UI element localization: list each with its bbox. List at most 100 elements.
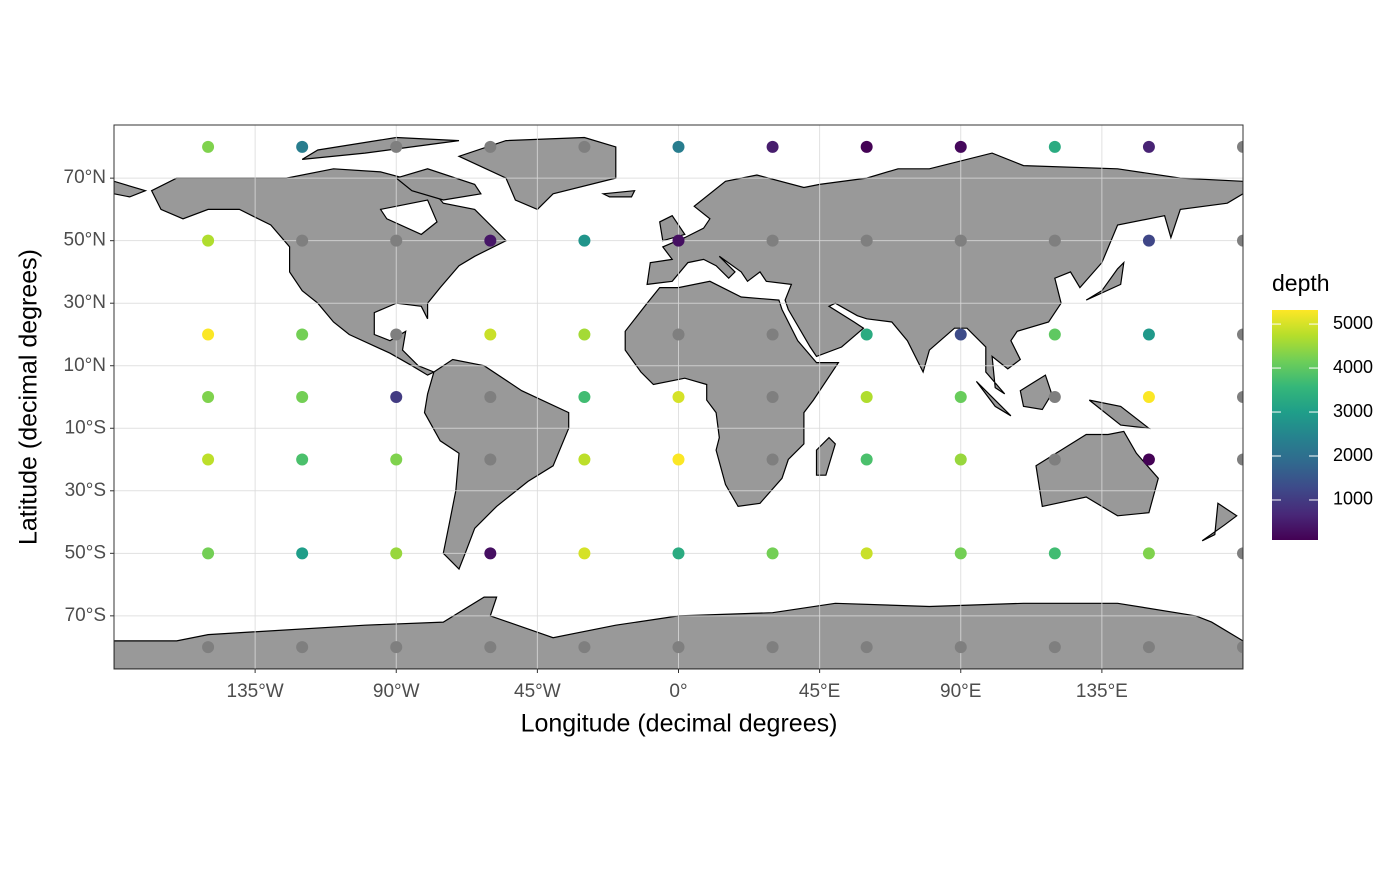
- data-point: [1142, 234, 1155, 247]
- colorbar-label: 2000: [1333, 445, 1373, 465]
- data-point: [202, 641, 215, 654]
- data-point: [390, 391, 403, 403]
- data-point: [954, 453, 967, 466]
- land: [975, 380, 1012, 417]
- map-panel: [114, 125, 1243, 669]
- land: [815, 436, 836, 476]
- data-point: [1142, 547, 1155, 560]
- x-tick-label: 90°E: [940, 681, 981, 702]
- data-point: [766, 234, 779, 247]
- data-point: [1142, 453, 1155, 466]
- land: [1019, 374, 1053, 411]
- data-point: [578, 641, 591, 654]
- land: [1035, 430, 1159, 517]
- data-point: [1048, 391, 1061, 403]
- x-tick-label: 0°: [669, 681, 687, 702]
- data-point: [1237, 140, 1243, 153]
- legend-title: depth: [1272, 270, 1330, 296]
- data-point: [766, 140, 779, 153]
- data-point: [954, 140, 967, 153]
- data-point: [578, 391, 591, 403]
- data-point: [766, 328, 779, 341]
- data-point: [578, 140, 591, 153]
- data-point: [1048, 140, 1061, 153]
- land: [601, 189, 636, 198]
- data-point: [766, 547, 779, 560]
- data-point: [390, 328, 403, 341]
- y-tick-label: 70°N: [64, 167, 106, 188]
- colorbar-label: 4000: [1333, 357, 1373, 377]
- x-tick-label: 135°W: [227, 681, 284, 702]
- data-point: [296, 641, 309, 654]
- data-point: [672, 453, 685, 466]
- data-point: [578, 547, 591, 560]
- data-point: [954, 547, 967, 560]
- data-point: [954, 391, 967, 403]
- data-point: [390, 234, 403, 247]
- data-point: [672, 391, 685, 403]
- data-point: [860, 140, 873, 153]
- data-point: [954, 234, 967, 247]
- data-point: [1048, 547, 1061, 560]
- data-point: [484, 453, 497, 466]
- data-point: [860, 391, 873, 403]
- data-point: [1048, 453, 1061, 466]
- data-point: [1048, 641, 1061, 654]
- data-point: [1237, 453, 1243, 466]
- data-point: [296, 140, 309, 153]
- data-point: [672, 140, 685, 153]
- data-point: [484, 328, 497, 341]
- data-point: [766, 453, 779, 466]
- x-tick-label: 45°W: [514, 681, 561, 702]
- data-point: [390, 453, 403, 466]
- data-point: [484, 391, 497, 403]
- data-point: [390, 547, 403, 560]
- data-point: [390, 641, 403, 654]
- data-point: [672, 641, 685, 654]
- data-point: [1237, 234, 1243, 247]
- land: [1085, 260, 1125, 301]
- colorbar-label: 5000: [1333, 313, 1373, 333]
- data-point: [484, 641, 497, 654]
- data-point: [954, 328, 967, 341]
- data-point: [578, 234, 591, 247]
- land: [423, 358, 570, 571]
- data-point: [1048, 328, 1061, 341]
- y-axis-title: Latitude (decimal degrees): [15, 249, 43, 545]
- land: [1201, 502, 1238, 542]
- hudson-bay: [379, 199, 438, 236]
- colorbar-label: 3000: [1333, 401, 1373, 421]
- y-tick-label: 10°S: [65, 417, 106, 438]
- data-point: [296, 234, 309, 247]
- colorbar-label: 1000: [1333, 489, 1373, 509]
- data-point: [1048, 234, 1061, 247]
- data-point: [1142, 328, 1155, 341]
- data-point: [1237, 391, 1243, 403]
- data-point: [1237, 547, 1243, 560]
- y-tick-label: 10°N: [64, 355, 106, 376]
- data-point: [202, 453, 215, 466]
- data-point: [672, 547, 685, 560]
- land: [395, 168, 482, 201]
- data-point: [672, 234, 685, 247]
- data-point: [296, 453, 309, 466]
- data-point: [860, 453, 873, 466]
- data-point: [296, 547, 309, 560]
- land: [646, 152, 1243, 395]
- data-point: [202, 140, 215, 153]
- data-point: [1142, 641, 1155, 654]
- data-point: [672, 328, 685, 341]
- x-tick-label: 45°E: [799, 681, 840, 702]
- data-point: [484, 140, 497, 153]
- colorbar: [1272, 310, 1318, 540]
- data-point: [860, 641, 873, 654]
- data-point: [954, 641, 967, 654]
- data-point: [766, 391, 779, 403]
- data-point: [296, 391, 309, 403]
- land: [114, 180, 148, 198]
- data-point: [766, 641, 779, 654]
- y-tick-label: 30°N: [64, 292, 106, 313]
